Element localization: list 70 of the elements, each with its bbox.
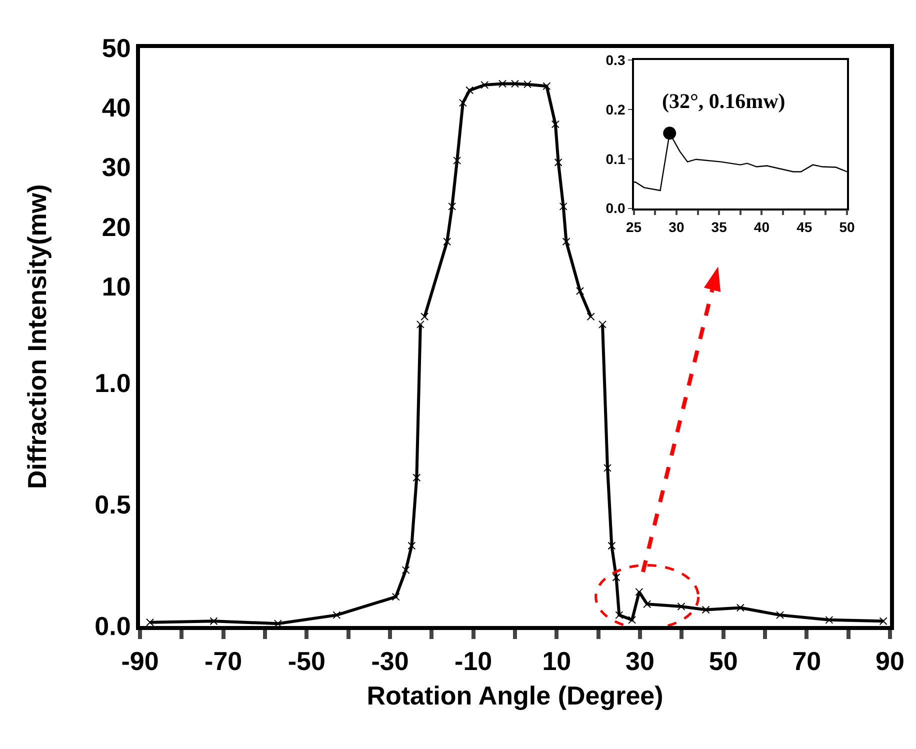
point [635, 588, 644, 596]
point [776, 611, 784, 620]
point [412, 474, 421, 482]
point [408, 542, 416, 550]
point [586, 312, 595, 321]
point [542, 82, 551, 90]
point [453, 156, 462, 165]
point [643, 600, 652, 608]
x-tick-label: 30 [668, 218, 684, 235]
point [416, 320, 424, 328]
point [420, 312, 429, 321]
y-tick-label: 0.1 [606, 150, 626, 167]
y-tick-label: 40 [102, 92, 131, 123]
x-tick-label: 50 [839, 218, 855, 235]
point [825, 616, 834, 624]
x-tick-label: 30 [626, 646, 654, 676]
point [702, 606, 710, 614]
y-tick-label: 0.5 [94, 490, 131, 520]
y-tick-label: 1.0 [94, 368, 131, 398]
point [448, 202, 456, 210]
y-tick-label: 0.3 [606, 52, 626, 68]
point [608, 542, 616, 550]
x-tick-label: 90 [876, 646, 904, 676]
x-tick-label: 10 [542, 646, 572, 676]
point [598, 320, 606, 328]
point [576, 287, 584, 296]
x-tick-label: 70 [792, 646, 822, 676]
annotation: (32°, 0.16mw) [662, 89, 786, 113]
y-tick-label: 0.0 [606, 200, 626, 216]
y-tick-label: 30 [102, 152, 131, 182]
point [210, 617, 218, 626]
point [612, 573, 620, 582]
x-tick-label: -50 [288, 646, 326, 676]
y-tick-label: 0.0 [94, 611, 131, 642]
y-tick-label: 20 [102, 212, 131, 242]
x-tick-label: -30 [371, 646, 409, 676]
x-tick-label: 25 [626, 218, 642, 235]
point [511, 80, 519, 88]
point [677, 602, 686, 611]
point [524, 80, 532, 88]
y-tick-label: 50 [102, 33, 131, 64]
x-tick-label: 45 [796, 218, 812, 235]
point [615, 611, 624, 620]
point [604, 464, 612, 472]
point [146, 618, 154, 626]
point [551, 120, 560, 128]
y-tick-label: 0.2 [606, 101, 626, 118]
x-tick-label: -10 [454, 646, 492, 676]
y-tick-label: 10 [102, 271, 131, 302]
point [498, 80, 506, 88]
x-tick-label: -70 [204, 646, 242, 676]
point [332, 611, 341, 620]
point [736, 604, 744, 612]
point [879, 617, 888, 626]
x-tick-label: 50 [708, 646, 738, 676]
point [562, 238, 570, 246]
point [559, 202, 568, 210]
x-axis-title: Rotation Angle (Degree) [366, 680, 664, 710]
point [554, 158, 562, 166]
point [480, 80, 489, 89]
x-tick-label: -90 [121, 646, 159, 676]
x-tick-label: 35 [711, 218, 728, 235]
point [402, 566, 410, 574]
point [628, 616, 636, 624]
point [458, 98, 467, 107]
y-axis-title: Diffraction Intensity(mw) [22, 184, 52, 489]
point [466, 86, 474, 94]
x-tick-label: 40 [754, 218, 770, 235]
point [392, 592, 400, 601]
point [443, 238, 452, 246]
